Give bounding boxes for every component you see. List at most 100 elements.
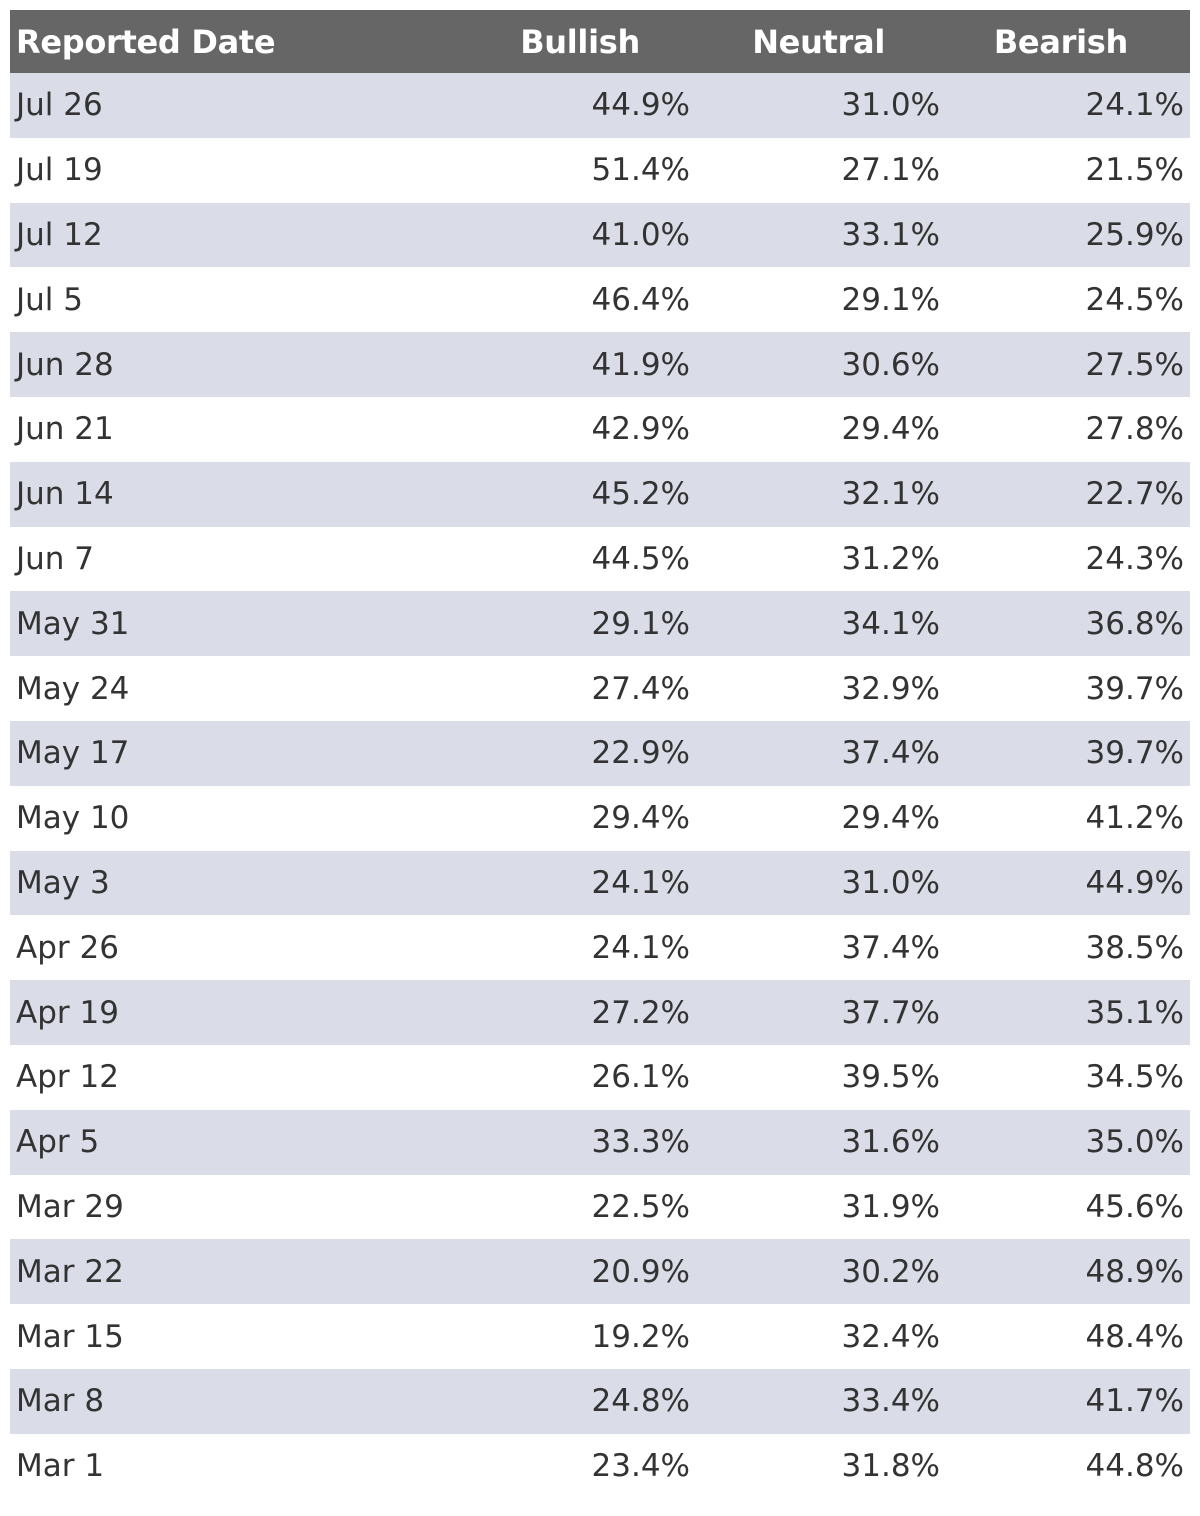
- cell-bullish: 42.9%: [591, 411, 690, 448]
- cell-bullish: 26.1%: [591, 1059, 690, 1096]
- cell-neutral: 31.0%: [841, 864, 940, 901]
- table-row: Jul 12 41.0% 33.1% 25.9%: [10, 202, 1190, 268]
- cell-bullish: 41.9%: [591, 346, 690, 383]
- cell-bullish: 33.3%: [591, 1124, 690, 1161]
- table-row: Jun 21 42.9% 29.4% 27.8%: [10, 397, 1190, 462]
- cell-bullish: 27.4%: [591, 670, 690, 707]
- cell-date: Apr 12: [16, 1059, 119, 1096]
- cell-bearish: 25.9%: [1085, 216, 1184, 253]
- cell-neutral: 29.4%: [841, 800, 940, 837]
- cell-bullish: 24.1%: [591, 929, 690, 966]
- cell-neutral: 33.4%: [841, 1383, 940, 1420]
- cell-neutral: 31.9%: [841, 1188, 940, 1225]
- cell-bearish: 22.7%: [1085, 476, 1184, 513]
- cell-date: Jun 7: [16, 540, 95, 577]
- cell-bullish: 23.4%: [591, 1448, 690, 1485]
- cell-bearish: 27.5%: [1085, 346, 1184, 383]
- table-row: Jun 14 45.2% 32.1% 22.7%: [10, 461, 1190, 527]
- cell-date: Jul 5: [16, 281, 83, 318]
- cell-date: Mar 22: [16, 1253, 124, 1290]
- cell-neutral: 32.1%: [841, 476, 940, 513]
- cell-bearish: 44.8%: [1085, 1448, 1184, 1485]
- table-row: May 3 24.1% 31.0% 44.9%: [10, 850, 1190, 916]
- cell-bearish: 39.7%: [1085, 670, 1184, 707]
- cell-bullish: 27.2%: [591, 994, 690, 1031]
- cell-bearish: 38.5%: [1085, 929, 1184, 966]
- cell-date: May 24: [16, 670, 130, 707]
- table-row: May 31 29.1% 34.1% 36.8%: [10, 591, 1190, 657]
- cell-neutral: 31.2%: [841, 540, 940, 577]
- cell-date: May 17: [16, 735, 130, 772]
- cell-bearish: 24.1%: [1085, 87, 1184, 124]
- table-row: May 10 29.4% 29.4% 41.2%: [10, 786, 1190, 851]
- cell-bullish: 24.1%: [591, 864, 690, 901]
- cell-neutral: 39.5%: [841, 1059, 940, 1096]
- header-bullish: Bullish: [520, 22, 640, 61]
- cell-bearish: 24.5%: [1085, 281, 1184, 318]
- cell-neutral: 34.1%: [841, 605, 940, 642]
- cell-neutral: 31.6%: [841, 1124, 940, 1161]
- cell-bullish: 24.8%: [591, 1383, 690, 1420]
- cell-bullish: 22.9%: [591, 735, 690, 772]
- cell-bearish: 35.0%: [1085, 1124, 1184, 1161]
- cell-bearish: 48.9%: [1085, 1253, 1184, 1290]
- cell-bearish: 44.9%: [1085, 864, 1184, 901]
- cell-neutral: 32.4%: [841, 1318, 940, 1355]
- cell-bullish: 44.9%: [591, 87, 690, 124]
- cell-bullish: 46.4%: [591, 281, 690, 318]
- cell-neutral: 29.1%: [841, 281, 940, 318]
- cell-date: Apr 5: [16, 1124, 100, 1161]
- cell-bearish: 41.2%: [1085, 800, 1184, 837]
- table-row: Mar 15 19.2% 32.4% 48.4%: [10, 1304, 1190, 1369]
- cell-neutral: 33.1%: [841, 216, 940, 253]
- cell-neutral: 37.4%: [841, 929, 940, 966]
- table-row: Jul 26 44.9% 31.0% 24.1%: [10, 73, 1190, 138]
- header-reported-date: Reported Date: [16, 22, 276, 61]
- table-row: Mar 22 20.9% 30.2% 48.9%: [10, 1239, 1190, 1305]
- header-neutral: Neutral: [752, 22, 885, 61]
- cell-neutral: 37.4%: [841, 735, 940, 772]
- cell-neutral: 31.0%: [841, 87, 940, 124]
- cell-neutral: 29.4%: [841, 411, 940, 448]
- cell-date: Mar 1: [16, 1448, 105, 1485]
- table-row: May 24 27.4% 32.9% 39.7%: [10, 656, 1190, 721]
- cell-bearish: 41.7%: [1085, 1383, 1184, 1420]
- cell-date: Jul 12: [16, 216, 103, 253]
- cell-bullish: 20.9%: [591, 1253, 690, 1290]
- cell-date: May 10: [16, 800, 130, 837]
- cell-bearish: 45.6%: [1085, 1188, 1184, 1225]
- cell-date: Mar 29: [16, 1188, 124, 1225]
- sentiment-table: Reported Date Bullish Neutral Bearish Ju…: [10, 10, 1190, 1499]
- cell-bullish: 45.2%: [591, 476, 690, 513]
- table-row: Jun 7 44.5% 31.2% 24.3%: [10, 527, 1190, 592]
- cell-date: Jun 21: [16, 411, 114, 448]
- table-row: May 17 22.9% 37.4% 39.7%: [10, 720, 1190, 786]
- cell-bearish: 35.1%: [1085, 994, 1184, 1031]
- cell-date: Jun 28: [16, 346, 114, 383]
- cell-neutral: 31.8%: [841, 1448, 940, 1485]
- table-row: Jul 19 51.4% 27.1% 21.5%: [10, 138, 1190, 203]
- table-row: Apr 12 26.1% 39.5% 34.5%: [10, 1045, 1190, 1110]
- cell-bullish: 44.5%: [591, 540, 690, 577]
- table-row: Mar 1 23.4% 31.8% 44.8%: [10, 1434, 1190, 1499]
- cell-neutral: 30.6%: [841, 346, 940, 383]
- cell-bullish: 22.5%: [591, 1188, 690, 1225]
- cell-date: Mar 15: [16, 1318, 124, 1355]
- table-header: Reported Date Bullish Neutral Bearish: [10, 10, 1190, 73]
- cell-date: May 31: [16, 605, 130, 642]
- cell-date: Apr 26: [16, 929, 119, 966]
- cell-bearish: 24.3%: [1085, 540, 1184, 577]
- cell-neutral: 32.9%: [841, 670, 940, 707]
- table-row: Jul 5 46.4% 29.1% 24.5%: [10, 267, 1190, 332]
- table-row: Apr 19 27.2% 37.7% 35.1%: [10, 980, 1190, 1045]
- table-row: Mar 29 22.5% 31.9% 45.6%: [10, 1175, 1190, 1240]
- cell-date: Mar 8: [16, 1383, 105, 1420]
- table-row: Mar 8 24.8% 33.4% 41.7%: [10, 1368, 1190, 1434]
- header-bearish: Bearish: [993, 22, 1128, 61]
- cell-bearish: 21.5%: [1085, 152, 1184, 189]
- cell-bearish: 48.4%: [1085, 1318, 1184, 1355]
- cell-bearish: 27.8%: [1085, 411, 1184, 448]
- cell-bearish: 39.7%: [1085, 735, 1184, 772]
- table-row: Apr 26 24.1% 37.4% 38.5%: [10, 915, 1190, 980]
- cell-bearish: 36.8%: [1085, 605, 1184, 642]
